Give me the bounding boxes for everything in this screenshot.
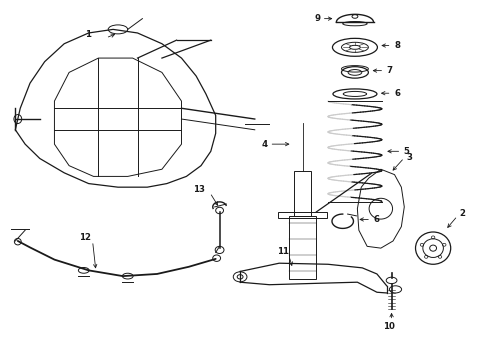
Text: 9: 9 [315, 14, 321, 23]
Text: 4: 4 [261, 140, 267, 149]
Bar [278, 212, 327, 218]
Text: 3: 3 [406, 153, 412, 162]
Bar [294, 171, 311, 216]
Text: 10: 10 [383, 322, 394, 331]
Text: 6: 6 [373, 215, 379, 224]
Text: 13: 13 [193, 185, 205, 194]
Text: 5: 5 [404, 147, 410, 156]
Text: 2: 2 [460, 209, 465, 218]
Text: 8: 8 [394, 41, 400, 50]
Text: 7: 7 [387, 66, 393, 75]
Bar [289, 216, 317, 279]
Text: 12: 12 [79, 233, 91, 242]
Text: 1: 1 [85, 30, 91, 39]
Text: 11: 11 [277, 247, 289, 256]
Text: 6: 6 [394, 89, 400, 98]
